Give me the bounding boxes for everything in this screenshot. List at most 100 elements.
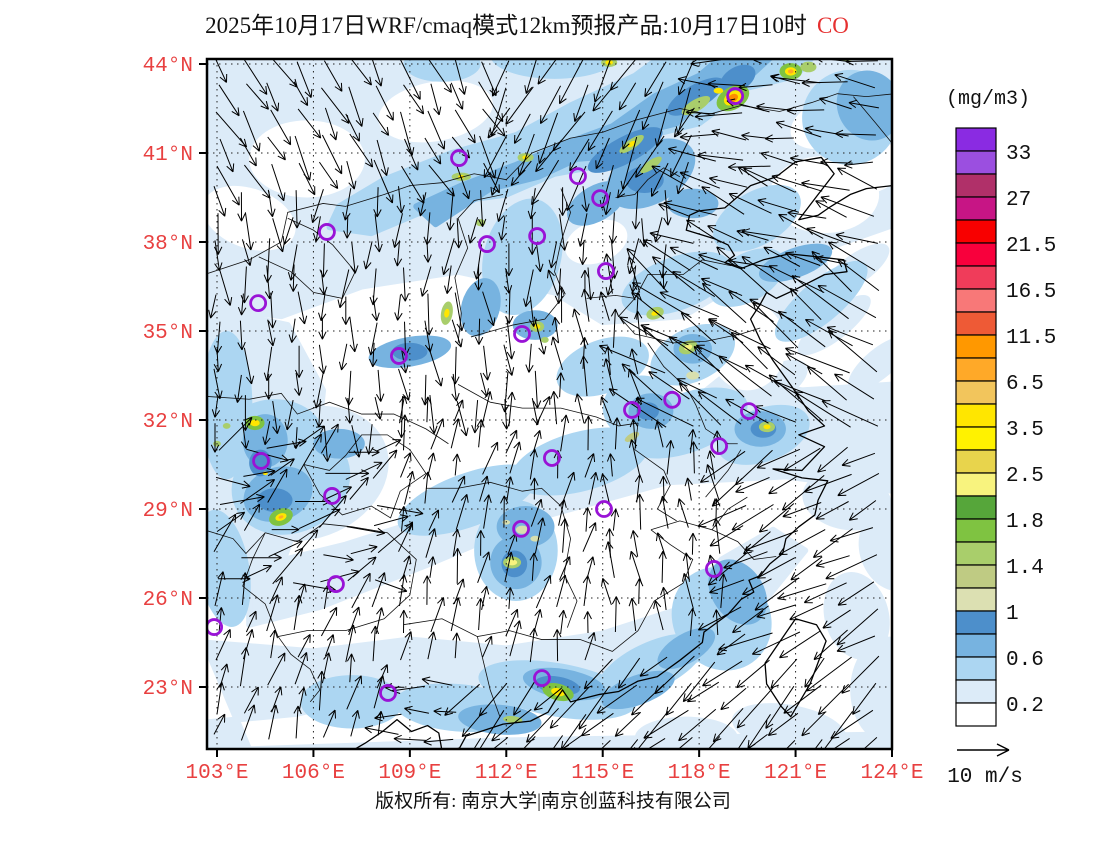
wind-arrow: [620, 136, 638, 190]
wind-arrow: [263, 238, 272, 283]
wind-arrow: [835, 129, 876, 139]
wind-arrow: [343, 215, 352, 239]
wind-arrow: [481, 585, 490, 611]
wind-arrow: [603, 253, 613, 294]
wind-arrow: [398, 521, 414, 552]
wind-arrow: [501, 371, 510, 413]
wind-arrow: [372, 112, 390, 136]
province-border: [457, 384, 639, 427]
wind-arrow: [399, 59, 421, 100]
city-marker: [450, 149, 468, 167]
co-fill-spot: [640, 156, 662, 174]
colorbar-swatch: [955, 679, 997, 704]
wind-arrow: [532, 608, 543, 636]
wind-arrow: [697, 391, 742, 425]
colorbar-tick-label: 11.5: [1006, 327, 1056, 350]
wind-arrow: [654, 655, 695, 695]
wind-arrow: [779, 630, 821, 659]
province-border: [615, 167, 681, 198]
wind-arrow: [517, 133, 535, 177]
wind-arrow: [218, 267, 233, 306]
wind-arrow: [424, 320, 434, 353]
wind-arrow: [243, 59, 268, 95]
lon-tick-label: 103°E: [185, 762, 248, 785]
wind-arrow: [482, 441, 499, 475]
wind-arrow: [817, 285, 877, 319]
colorbar-tick-label: 21.5: [1006, 235, 1056, 258]
wind-arrow: [744, 364, 800, 396]
wind-arrow: [713, 430, 722, 453]
wind-arrow: [427, 452, 436, 477]
wind-arrow: [596, 684, 637, 714]
wind-arrow: [266, 594, 280, 632]
wind-arrow: [756, 604, 797, 619]
wind-arrow: [269, 629, 278, 659]
wind-arrow: [790, 556, 823, 581]
wind-arrow: [427, 556, 437, 578]
wind-arrow: [827, 330, 878, 373]
wind-arrow: [450, 418, 461, 449]
wind-arrow: [294, 135, 312, 181]
wind-arrow: [785, 347, 850, 374]
wind-arrow: [791, 275, 849, 320]
colorbar-swatch: [955, 219, 997, 244]
co-fill-spot: [511, 427, 649, 496]
wind-arrow: [760, 151, 799, 166]
wind-arrow: [716, 246, 770, 295]
colorbar-tick-label: 0.2: [1006, 695, 1044, 718]
province-border: [207, 530, 266, 555]
wind-arrow: [537, 112, 559, 165]
wind-arrow: [393, 734, 426, 744]
wind-arrow: [786, 106, 825, 115]
wind-arrow: [318, 317, 327, 340]
co-fill-spot: [392, 342, 428, 361]
wind-arrow: [732, 605, 769, 634]
wind-arrow: [789, 603, 824, 621]
wind-arrow: [668, 336, 721, 372]
colorbar-tick-label: 1: [1006, 603, 1019, 626]
co-fill-spot: [657, 627, 716, 670]
wind-arrow: [819, 96, 852, 110]
wind-arrow: [635, 397, 694, 427]
wind-arrow: [468, 217, 479, 244]
co-fill-spot: [458, 704, 542, 735]
lat-tick-label: 32°N: [143, 411, 193, 434]
wind-arrow: [267, 319, 276, 347]
footer-copyright: 版权所有: 南京大学|南京创蓝科技有限公司: [375, 790, 731, 812]
wind-arrow: [767, 712, 799, 736]
wind-arrow: [208, 294, 217, 319]
wind-arrow: [561, 733, 584, 749]
wind-arrow: [295, 529, 319, 557]
colorbar-tick-label: 16.5: [1006, 281, 1056, 304]
co-fill-spot: [624, 431, 640, 442]
co-fill-spot: [249, 120, 365, 198]
wind-arrow: [504, 243, 514, 277]
wind-arrow: [530, 498, 543, 527]
wind-arrow: [479, 475, 490, 502]
wind-arrow: [321, 652, 332, 684]
wind-arrow: [271, 686, 283, 713]
wind-arrow: [801, 78, 848, 87]
city-marker-layer: [207, 87, 758, 702]
wind-arrow: [770, 658, 798, 689]
wind-arrow: [569, 138, 590, 172]
wind-arrow: [789, 155, 826, 165]
wind-arrow: [364, 725, 399, 735]
wind-arrow: [765, 685, 795, 729]
wind-arrow: [372, 449, 398, 479]
wind-arrow: [654, 420, 664, 448]
wind-arrow: [350, 544, 378, 555]
colorbar-swatch: [955, 334, 997, 359]
wind-arrow: [342, 188, 352, 221]
wind-arrow: [507, 391, 516, 427]
wind-arrow: [822, 609, 851, 629]
wind-arrow: [446, 191, 455, 231]
colorbar-swatch: [955, 541, 997, 566]
lon-tick-label: 124°E: [860, 762, 923, 785]
lat-tick-label: 23°N: [143, 678, 193, 701]
wind-arrow: [478, 682, 508, 717]
wind-arrow: [318, 290, 327, 322]
wind-arrow: [451, 475, 466, 503]
city-marker: [207, 618, 224, 636]
